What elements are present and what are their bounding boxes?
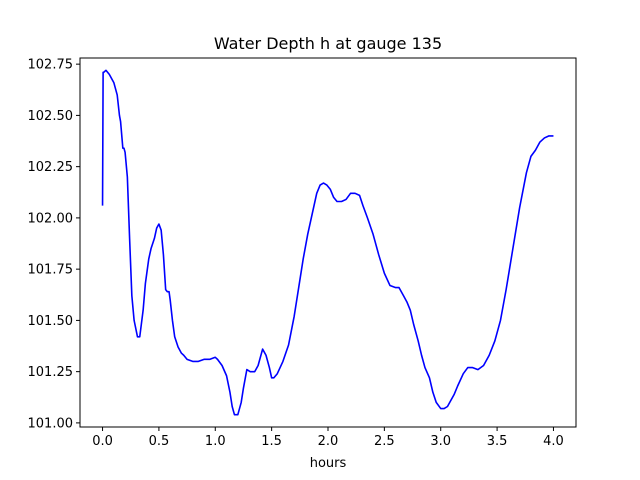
chart-title: Water Depth h at gauge 135	[214, 34, 442, 53]
y-tick-label: 102.50	[28, 109, 74, 124]
x-tick-label: 2.0	[318, 434, 339, 449]
y-tick-label: 102.25	[28, 160, 74, 175]
x-tick-label: 3.5	[487, 434, 508, 449]
y-tick-label: 102.75	[28, 58, 74, 73]
x-tick-label: 0.0	[92, 434, 113, 449]
y-axis: 101.00 101.25 101.50 101.75 102.00 102.25 102.…	[28, 58, 80, 431]
y-tick-label: 101.25	[28, 365, 74, 380]
y-tick-label: 101.50	[28, 314, 74, 329]
y-tick-label: 101.75	[28, 263, 74, 278]
x-axis: 0.0 0.5 1.0 1.5 2.0 2.5 3.0 3.5 4.0	[92, 427, 564, 449]
x-tick-label: 4.0	[543, 434, 564, 449]
x-tick-label: 2.5	[374, 434, 395, 449]
y-tick-label: 101.00	[28, 416, 74, 431]
plot-area-frame	[79, 57, 577, 428]
x-tick-label: 1.0	[205, 434, 226, 449]
x-tick-label: 3.0	[430, 434, 451, 449]
x-tick-label: 1.5	[261, 434, 282, 449]
y-tick-label: 102.00	[28, 211, 74, 226]
x-axis-label: hours	[310, 456, 347, 471]
x-tick-label: 0.5	[149, 434, 170, 449]
series-line	[101, 69, 554, 416]
